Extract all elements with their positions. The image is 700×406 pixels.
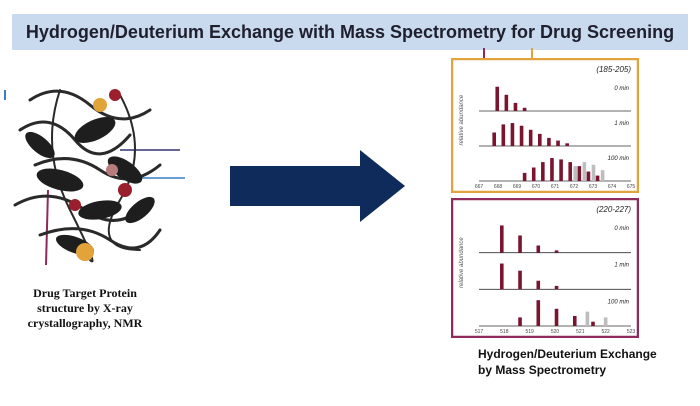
x-tick-label: 673 bbox=[589, 184, 598, 190]
x-tick-label: 669 bbox=[513, 184, 522, 190]
spectrum-peak-reference bbox=[603, 317, 608, 326]
ms-caption: Hydrogen/Deuterium Exchange by Mass Spec… bbox=[478, 346, 693, 378]
spectrum-peak bbox=[586, 171, 591, 181]
trace-time-label: 0 min bbox=[614, 86, 629, 92]
spectrum-peak bbox=[492, 132, 496, 146]
protein-structure-illustration bbox=[4, 89, 185, 266]
ms-spectrum-panel-2: (220-227) relative abundance 0 min 1 min 100… bbox=[451, 198, 639, 338]
spectrum-peak bbox=[522, 172, 527, 181]
spectrum-peak-reference bbox=[585, 311, 590, 326]
protein-caption: Drug Target Protein structure by X-ray c… bbox=[0, 286, 170, 331]
ms-spectrum-panel-1: (185-205) relative abundance 0 min 1 min 100… bbox=[451, 58, 639, 193]
spectrum-peak bbox=[500, 263, 504, 290]
spectrum-peak-reference bbox=[582, 162, 587, 181]
x-tick-label: 523 bbox=[627, 329, 636, 335]
spectrum-peak bbox=[591, 321, 595, 326]
spectrum-peak bbox=[577, 166, 582, 181]
panel-frame bbox=[451, 58, 639, 193]
ms-caption-line-1: Hydrogen/Deuterium Exchange bbox=[478, 347, 657, 361]
x-tick-label: 522 bbox=[601, 329, 610, 335]
spectrum-peak bbox=[513, 102, 518, 111]
panel-range-label: (220-227) bbox=[596, 205, 631, 214]
trace-time-label: 0 min bbox=[614, 226, 629, 232]
spectrum-peak bbox=[554, 250, 559, 253]
right-arrow-icon bbox=[230, 150, 405, 222]
protein-caption-line-3: crystallography, NMR bbox=[27, 316, 143, 330]
x-tick-label: 667 bbox=[475, 184, 484, 190]
x-tick-label: 519 bbox=[525, 329, 534, 335]
spectrum-peak bbox=[518, 317, 522, 326]
spectrum-peak-reference bbox=[573, 166, 578, 181]
protein-caption-line-1: Drug Target Protein bbox=[33, 286, 137, 300]
page-title: Hydrogen/Deuterium Exchange with Mass Sp… bbox=[25, 21, 675, 42]
spectrum-peak bbox=[559, 159, 563, 181]
spectrum-peak bbox=[568, 162, 572, 181]
spectrum-peak bbox=[518, 235, 522, 253]
panel-range-label: (185-205) bbox=[596, 65, 631, 74]
x-tick-label: 668 bbox=[494, 184, 503, 190]
trace-time-label: 100 min bbox=[608, 299, 630, 305]
spectrum-peak bbox=[519, 125, 524, 146]
x-tick-label: 518 bbox=[500, 329, 509, 335]
spectrum-peak bbox=[518, 270, 522, 290]
x-tick-label: 674 bbox=[608, 184, 617, 190]
spectrum-peak-reference bbox=[591, 164, 596, 181]
spectrum-peak bbox=[510, 123, 515, 146]
spectrum-peak bbox=[504, 94, 509, 111]
x-tick-label: 521 bbox=[576, 329, 585, 335]
spectrum-peak bbox=[554, 308, 559, 326]
trace-time-label: 100 min bbox=[608, 156, 630, 162]
trace-time-label: 1 min bbox=[614, 263, 629, 269]
x-tick-label: 517 bbox=[475, 329, 484, 335]
spectrum-peak bbox=[536, 245, 541, 253]
spectrum-peak bbox=[536, 280, 541, 290]
x-tick-label: 670 bbox=[532, 184, 541, 190]
spectrum-peak bbox=[556, 140, 560, 146]
spectrum-peak bbox=[501, 124, 506, 146]
spectrum-peak bbox=[541, 162, 545, 181]
spectrum-peak-reference bbox=[600, 170, 605, 181]
x-tick-label: 675 bbox=[627, 184, 636, 190]
y-axis-label: relative abundance bbox=[459, 94, 465, 145]
spectrum-peak bbox=[550, 158, 554, 181]
x-tick-label: 672 bbox=[570, 184, 579, 190]
spectrum-peak bbox=[565, 143, 569, 146]
spectrum-peak bbox=[495, 86, 500, 111]
spectrum-peak bbox=[531, 167, 536, 181]
panel-frame bbox=[451, 198, 639, 338]
spectrum-peak bbox=[547, 137, 551, 146]
spectrum-peak bbox=[538, 133, 542, 146]
spectrum-peak bbox=[522, 107, 527, 111]
spectrum-peak bbox=[528, 129, 533, 146]
spectrum-peak bbox=[500, 225, 504, 253]
x-tick-label: 520 bbox=[551, 329, 560, 335]
spectrum-peak bbox=[554, 285, 559, 290]
title-bar: Hydrogen/Deuterium Exchange with Mass Sp… bbox=[12, 14, 688, 50]
spectrum-peak bbox=[536, 300, 541, 326]
x-tick-label: 671 bbox=[551, 184, 560, 190]
spectrum-peak bbox=[595, 175, 600, 181]
spectrum-peak bbox=[572, 315, 577, 326]
trace-time-label: 1 min bbox=[614, 121, 629, 127]
ms-caption-line-2: by Mass Spectrometry bbox=[478, 363, 607, 377]
protein-caption-line-2: structure by X-ray bbox=[37, 301, 133, 315]
y-axis-label: relative abundance bbox=[459, 237, 465, 288]
